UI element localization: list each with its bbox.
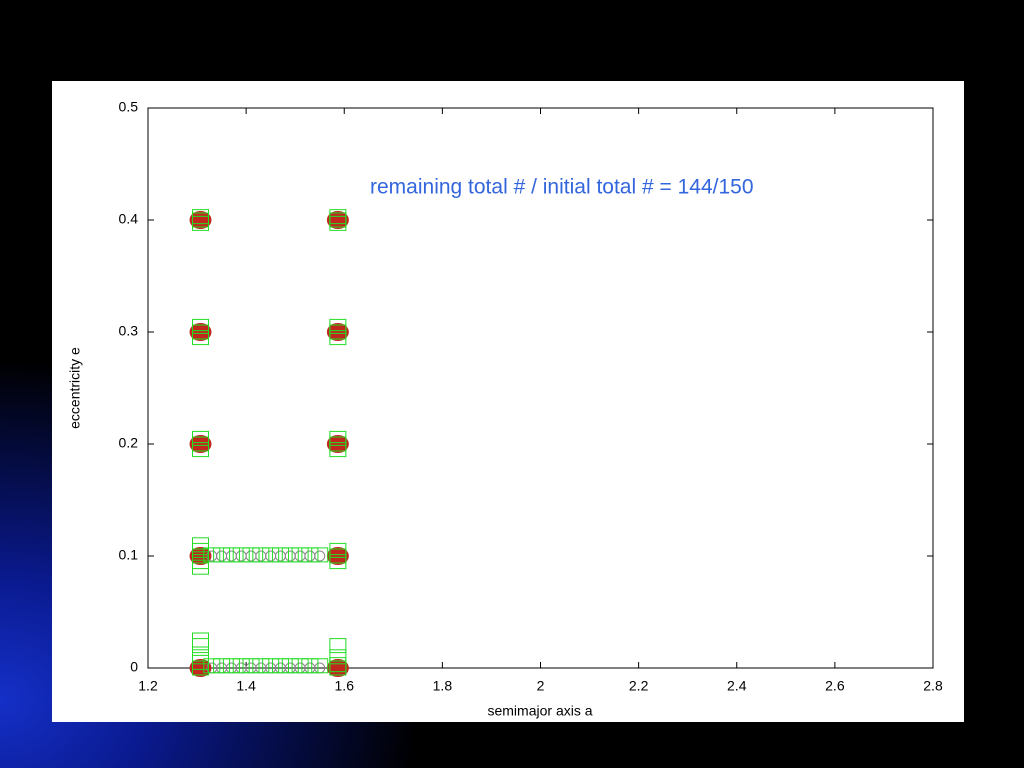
y-tick-label: 0.1 <box>119 547 139 563</box>
point <box>329 657 347 673</box>
point <box>191 209 209 225</box>
y-tick-label: 0.4 <box>119 211 139 227</box>
point <box>189 435 212 453</box>
point <box>271 547 289 563</box>
y-tick-label: 0.5 <box>119 99 139 115</box>
y-tick-label: 0.3 <box>119 323 139 339</box>
x-tick-label: 1.8 <box>433 678 453 694</box>
panel <box>52 81 964 722</box>
point <box>301 547 319 563</box>
point <box>329 542 347 558</box>
point <box>326 547 349 565</box>
point <box>191 537 209 553</box>
point <box>191 632 209 648</box>
point <box>262 547 280 563</box>
point <box>329 649 347 665</box>
point <box>252 658 270 674</box>
point <box>311 547 329 563</box>
point <box>222 547 240 563</box>
point <box>191 649 209 665</box>
x-tick-label: 1.4 <box>236 678 256 694</box>
point <box>326 323 349 341</box>
point <box>213 658 231 674</box>
point <box>329 638 347 654</box>
x-tick-label: 1.6 <box>335 678 355 694</box>
x-tick-label: 2.2 <box>629 678 649 694</box>
point <box>262 658 280 674</box>
y-tick-label: 0 <box>130 659 138 675</box>
point <box>281 658 299 674</box>
point <box>191 430 209 446</box>
point <box>271 658 289 674</box>
point <box>203 658 221 674</box>
annotation: remaining total # / initial total # = 14… <box>370 176 754 199</box>
point <box>326 211 349 229</box>
x-tick-label: 2 <box>537 678 545 694</box>
point <box>301 658 319 674</box>
point <box>213 547 231 563</box>
point <box>232 658 250 674</box>
y-axis-label: eccentricity e <box>67 347 83 429</box>
point <box>326 435 349 453</box>
point <box>291 658 309 674</box>
x-tick-label: 2.4 <box>727 678 747 694</box>
point <box>252 547 270 563</box>
point <box>189 211 212 229</box>
point <box>329 209 347 225</box>
x-axis-label: semimajor axis a <box>487 703 592 719</box>
point <box>281 547 299 563</box>
x-tick-label: 1.2 <box>138 678 158 694</box>
y-tick-label: 0.2 <box>119 435 139 451</box>
point <box>311 658 329 674</box>
point <box>291 547 309 563</box>
point <box>191 318 209 334</box>
point <box>314 550 326 562</box>
point <box>329 430 347 446</box>
point <box>222 658 240 674</box>
point <box>242 547 260 563</box>
point <box>189 323 212 341</box>
point <box>242 658 260 674</box>
x-tick-label: 2.8 <box>923 678 943 694</box>
point <box>203 547 221 563</box>
point <box>232 547 250 563</box>
x-tick-label: 2.6 <box>825 678 845 694</box>
point <box>329 318 347 334</box>
